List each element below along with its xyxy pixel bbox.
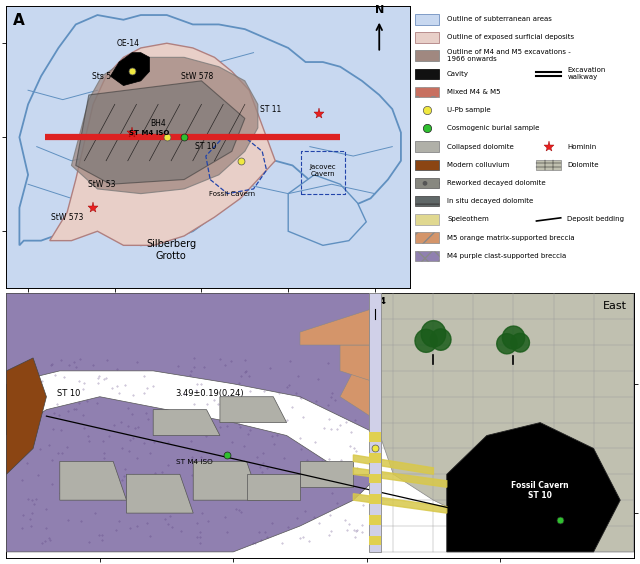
Polygon shape — [415, 329, 437, 352]
Text: M5 orange matrix-supported breccia: M5 orange matrix-supported breccia — [447, 235, 575, 241]
Polygon shape — [193, 461, 260, 500]
Text: Deposit bedding: Deposit bedding — [568, 217, 625, 222]
Polygon shape — [50, 43, 275, 245]
Bar — [415, 14, 439, 25]
Polygon shape — [220, 396, 287, 422]
Bar — [415, 87, 439, 98]
Text: West: West — [13, 301, 40, 311]
Text: B: B — [16, 527, 28, 543]
Bar — [415, 50, 439, 61]
Text: U-Pb sample: U-Pb sample — [447, 107, 491, 113]
Text: StW 578: StW 578 — [181, 72, 213, 81]
Bar — [415, 232, 439, 243]
Text: ST 11: ST 11 — [56, 426, 80, 435]
Text: Collapsed dolomite: Collapsed dolomite — [447, 144, 514, 149]
Polygon shape — [246, 474, 300, 500]
Text: ST M4 ISO: ST M4 ISO — [129, 130, 170, 135]
Text: Sts 5: Sts 5 — [92, 72, 111, 81]
Text: Mixed M4 & M5: Mixed M4 & M5 — [447, 89, 500, 95]
Bar — [415, 142, 439, 152]
Bar — [369, 515, 381, 525]
Text: East: East — [604, 301, 627, 311]
Text: StW 53: StW 53 — [88, 180, 116, 189]
Polygon shape — [300, 306, 380, 345]
Text: Cosmogenic burial sample: Cosmogenic burial sample — [447, 125, 540, 131]
Bar — [369, 474, 381, 483]
Bar — [415, 160, 439, 170]
Polygon shape — [72, 58, 258, 193]
Text: Modern colluvium: Modern colluvium — [447, 162, 509, 168]
Polygon shape — [421, 320, 446, 347]
Text: ST 10: ST 10 — [195, 142, 216, 151]
Text: Fossil Cavern
ST 10: Fossil Cavern ST 10 — [511, 481, 569, 500]
Polygon shape — [127, 474, 193, 513]
Text: Jacovec
Cavern: Jacovec Cavern — [310, 164, 336, 177]
Polygon shape — [431, 329, 451, 350]
Text: Sample: Sample — [56, 315, 94, 324]
Bar — [415, 178, 439, 188]
Polygon shape — [153, 409, 220, 435]
Text: Fossil Cavern: Fossil Cavern — [209, 191, 255, 197]
Polygon shape — [19, 15, 401, 245]
Bar — [369, 293, 381, 552]
Polygon shape — [6, 358, 47, 474]
Text: 3.49±0.19(0.24): 3.49±0.19(0.24) — [176, 389, 244, 398]
Polygon shape — [380, 293, 634, 552]
Text: Outline of M4 and M5 excavations -
1966 onwards: Outline of M4 and M5 excavations - 1966 … — [447, 49, 571, 62]
Polygon shape — [353, 494, 447, 513]
Polygon shape — [447, 422, 620, 552]
Polygon shape — [6, 293, 380, 552]
Polygon shape — [340, 371, 380, 422]
Text: Silberberg
Grotto: Silberberg Grotto — [146, 239, 196, 261]
Polygon shape — [502, 326, 525, 349]
Bar — [415, 32, 439, 43]
Text: BH4: BH4 — [365, 297, 386, 306]
Polygon shape — [353, 468, 447, 487]
Polygon shape — [300, 461, 353, 487]
Text: Excavation
walkway: Excavation walkway — [568, 67, 605, 80]
Text: Outline of exposed surficial deposits: Outline of exposed surficial deposits — [447, 34, 574, 41]
Polygon shape — [76, 81, 245, 184]
Text: Speleothem: Speleothem — [447, 217, 489, 222]
Text: ST M4 ISO: ST M4 ISO — [56, 351, 99, 360]
Text: Dolomite: Dolomite — [568, 162, 599, 168]
Bar — [369, 432, 381, 442]
Bar — [415, 214, 439, 224]
Bar — [369, 495, 381, 504]
Polygon shape — [497, 334, 517, 354]
Polygon shape — [111, 52, 150, 86]
Bar — [369, 453, 381, 462]
Bar — [369, 536, 381, 545]
Text: Hominin: Hominin — [568, 144, 596, 149]
Polygon shape — [340, 345, 380, 384]
Text: BH4: BH4 — [150, 118, 166, 127]
Polygon shape — [353, 455, 433, 474]
Bar — [415, 196, 439, 206]
Text: N: N — [374, 5, 384, 15]
Text: 3.41±0.11(0.14): 3.41±0.11(0.14) — [176, 351, 244, 360]
Text: M4 purple clast-supported breccia: M4 purple clast-supported breccia — [447, 253, 566, 259]
Bar — [415, 250, 439, 261]
Text: Cavity: Cavity — [447, 71, 469, 77]
Text: OE-14: OE-14 — [116, 39, 140, 48]
Text: In situ decayed dolomite: In situ decayed dolomite — [447, 198, 533, 204]
Bar — [415, 69, 439, 79]
Text: Reworked decayed dolomite: Reworked decayed dolomite — [447, 180, 546, 186]
Text: 3.63±0.13(0.17): 3.63±0.13(0.17) — [176, 426, 245, 435]
Polygon shape — [511, 333, 529, 352]
Text: Age (My): Age (My) — [176, 315, 221, 324]
Polygon shape — [60, 461, 127, 500]
Text: StW 573: StW 573 — [51, 213, 83, 222]
Text: ST 10: ST 10 — [56, 389, 80, 398]
Polygon shape — [288, 175, 366, 245]
Text: A: A — [12, 13, 24, 28]
Text: ST M4 ISO: ST M4 ISO — [177, 459, 213, 465]
Text: ST 11: ST 11 — [260, 104, 282, 113]
Bar — [536, 160, 561, 170]
Text: Outline of subterranean areas: Outline of subterranean areas — [447, 16, 552, 23]
